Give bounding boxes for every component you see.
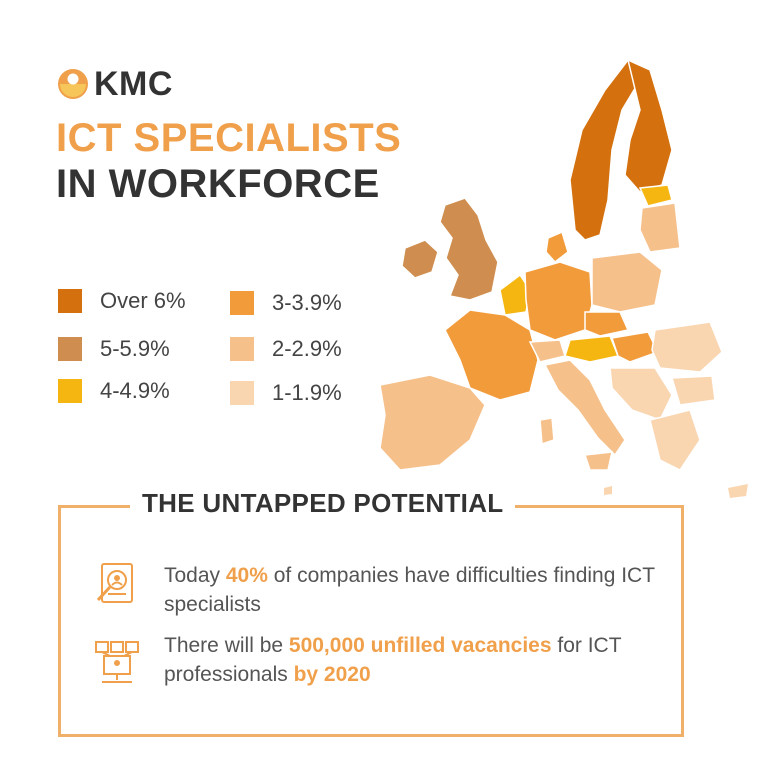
map-baltics [639, 202, 681, 253]
page-title-line2: IN WORKFORCE [56, 162, 380, 206]
map-czech [584, 311, 630, 337]
page-title-line1: ICT SPECIALISTS [56, 116, 402, 160]
legend-label: 4-4.9% [100, 378, 170, 403]
fact-1: Today 40% of companies have difficulties… [164, 561, 684, 619]
legend-label: Over 6% [100, 288, 186, 313]
map-switzerland [528, 339, 566, 363]
legend-label: 3-3.9% [272, 290, 342, 315]
map-estonia [638, 184, 673, 207]
map-sicily [583, 451, 613, 471]
map-france [444, 309, 539, 401]
legend-swatch [58, 379, 82, 403]
fact-2-text-mid: for ICT professionals [164, 634, 622, 686]
map-austria [564, 335, 620, 363]
potential-box [58, 505, 684, 737]
legend-label: 2-2.9% [272, 336, 342, 361]
fact-2-highlight-1: 500,000 unfilled vacancies [288, 634, 552, 657]
map-ireland [401, 239, 439, 279]
potential-heading: THE UNTAPPED POTENTIAL [130, 488, 516, 519]
legend-item-2-2-9: 2-2.9% [230, 336, 342, 362]
kmc-logo: KMC [56, 64, 173, 104]
map-germany [524, 261, 593, 341]
legend-label: 1-1.9% [272, 380, 342, 405]
fact-2-highlight-2: by 2020 [293, 663, 371, 686]
legend-item-5-5-9: 5-5.9% [58, 336, 170, 362]
map-poland [591, 251, 663, 313]
fact-1-text-pre: Today [164, 564, 226, 587]
legend-swatch [230, 291, 254, 315]
legend-item-over-6: Over 6% [58, 288, 186, 314]
map-greece [649, 409, 701, 471]
map-finland [624, 58, 673, 193]
legend-swatch [230, 381, 254, 405]
legend-swatch [230, 337, 254, 361]
map-sweden-norway [569, 58, 641, 241]
network-computer-icon [95, 641, 139, 683]
map-italy [543, 359, 626, 457]
map-hungary [611, 331, 660, 363]
map-romania [651, 321, 723, 373]
map-uk [439, 197, 499, 301]
fact-1-text-post: of companies have difficulties finding I… [164, 564, 655, 616]
map-balkans [609, 367, 673, 421]
legend-swatch [58, 337, 82, 361]
legend-label: 5-5.9% [100, 336, 170, 361]
fact-2-text-pre: There will be [164, 634, 289, 657]
map-denmark [545, 230, 569, 264]
map-bulgaria [671, 375, 716, 406]
legend-item-4-4-9: 4-4.9% [58, 378, 170, 404]
brand-name: KMC [94, 64, 173, 103]
map-sardinia [539, 417, 555, 446]
search-profile-icon [96, 563, 133, 603]
map-cyprus [728, 484, 748, 498]
map-iberia [379, 374, 486, 471]
legend-swatch [58, 289, 82, 313]
kmc-logo-icon [58, 69, 88, 99]
fact-1-highlight: 40% [225, 564, 268, 587]
legend-item-3-3-9: 3-3.9% [230, 290, 342, 316]
europe-map [379, 58, 748, 498]
fact-2: There will be 500,000 unfilled vacancies… [164, 631, 684, 689]
legend-item-1-1-9: 1-1.9% [230, 380, 342, 406]
map-malta [604, 486, 612, 495]
